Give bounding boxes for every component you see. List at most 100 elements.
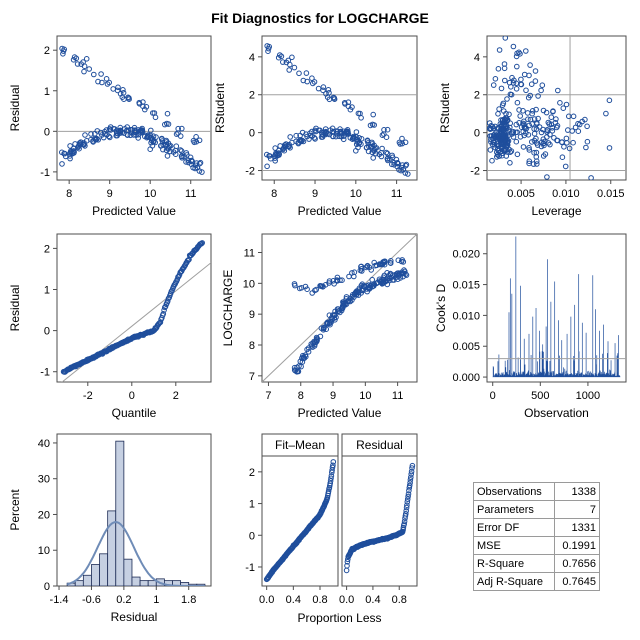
data-point — [540, 153, 547, 159]
data-point — [504, 130, 511, 136]
data-point — [88, 131, 94, 137]
data-point — [510, 129, 517, 135]
y-tick-label: 4 — [474, 52, 480, 64]
data-point — [138, 127, 145, 133]
data-point — [381, 278, 387, 284]
fit-stat-row: Parameters 7 — [473, 500, 601, 519]
data-point — [606, 145, 613, 151]
data-point — [393, 156, 400, 163]
data-point — [267, 155, 274, 162]
histogram-bar — [91, 564, 100, 586]
fit-stat-value: 0.7656 — [553, 554, 601, 573]
data-point — [560, 105, 567, 111]
y-axis-label: LOGCHARGE — [221, 270, 235, 347]
data-point — [272, 158, 279, 164]
y-tick-label: 1 — [44, 86, 50, 98]
y-axis-label: RStudent — [213, 82, 227, 133]
data-point — [499, 102, 506, 108]
data-point — [75, 144, 81, 151]
fit-stat-value: 1331 — [553, 518, 601, 537]
data-point — [310, 80, 316, 87]
data-point — [501, 128, 508, 135]
data-point — [547, 131, 553, 138]
data-point — [328, 473, 335, 479]
plot-frame — [261, 35, 418, 181]
panel-title: Fit–Mean — [275, 438, 325, 452]
data-point — [529, 108, 536, 114]
data-point — [513, 53, 520, 60]
y-tick-label: 0.020 — [452, 249, 480, 261]
data-point — [81, 68, 87, 75]
y-axis-label: Residual — [8, 85, 22, 132]
data-point — [338, 133, 345, 140]
fit-stat-row: Error DF 1331 — [473, 518, 601, 537]
plot-rf-plot: 0.0 0.4 0.8 — [339, 455, 418, 606]
data-point — [369, 276, 376, 283]
data-point — [133, 132, 139, 138]
y-axis-label: RStudent — [438, 82, 452, 133]
data-point — [350, 134, 357, 141]
y-tick-label: 8 — [249, 340, 255, 352]
data-point — [520, 144, 527, 150]
histogram-bar — [99, 553, 109, 586]
y-tick-label: 30 — [38, 474, 50, 486]
data-point — [389, 152, 395, 159]
x-tick-label: 0.0 — [259, 594, 274, 606]
data-point — [139, 129, 145, 135]
data-point — [492, 144, 499, 151]
data-point — [264, 163, 270, 170]
data-point — [325, 87, 332, 93]
data-point — [401, 521, 408, 527]
data-point — [364, 288, 371, 295]
data-point — [356, 140, 362, 147]
data-point — [548, 114, 555, 120]
data-point — [606, 97, 613, 104]
data-point — [156, 320, 162, 327]
x-tick-label: 10 — [350, 188, 362, 200]
data-point — [329, 125, 336, 132]
data-point — [566, 113, 572, 120]
data-point — [343, 296, 350, 302]
data-point — [124, 127, 130, 134]
data-point — [507, 91, 514, 98]
y-tick-label: 2 — [474, 90, 480, 102]
data-point — [588, 175, 594, 180]
data-point — [363, 283, 370, 289]
data-point — [491, 139, 497, 145]
data-point — [388, 258, 394, 264]
data-point — [59, 149, 65, 156]
fit-stat-label: Parameters — [473, 500, 555, 519]
data-point — [353, 148, 359, 154]
y-tick-label: 0 — [474, 128, 480, 140]
data-point — [329, 464, 336, 471]
data-point — [518, 124, 525, 130]
data-point — [330, 462, 336, 469]
data-point — [529, 121, 535, 127]
data-point — [387, 275, 393, 282]
data-point — [572, 124, 579, 131]
data-point — [405, 493, 411, 500]
data-point — [175, 130, 181, 136]
data-point — [346, 273, 352, 280]
data-point — [353, 141, 360, 148]
panel-header — [341, 433, 418, 457]
data-point — [81, 63, 88, 69]
data-point — [162, 304, 168, 311]
data-point — [526, 122, 533, 129]
normal-density-curve — [66, 520, 205, 586]
data-point — [372, 262, 379, 269]
fit-stat-label: Error DF — [473, 518, 555, 537]
data-point — [160, 311, 167, 317]
x-tick-label: 0 — [129, 390, 135, 402]
x-axis-label: Observation — [524, 406, 589, 420]
fit-stat-label: MSE — [473, 536, 555, 555]
data-point — [502, 77, 508, 84]
data-point — [514, 63, 520, 70]
data-point — [347, 106, 354, 113]
data-point — [335, 308, 341, 315]
x-axis-label: Proportion Less — [297, 611, 381, 625]
y-tick-label: 10 — [38, 545, 50, 557]
data-point — [164, 110, 171, 117]
histogram-bar — [74, 580, 84, 586]
data-point — [83, 56, 90, 62]
